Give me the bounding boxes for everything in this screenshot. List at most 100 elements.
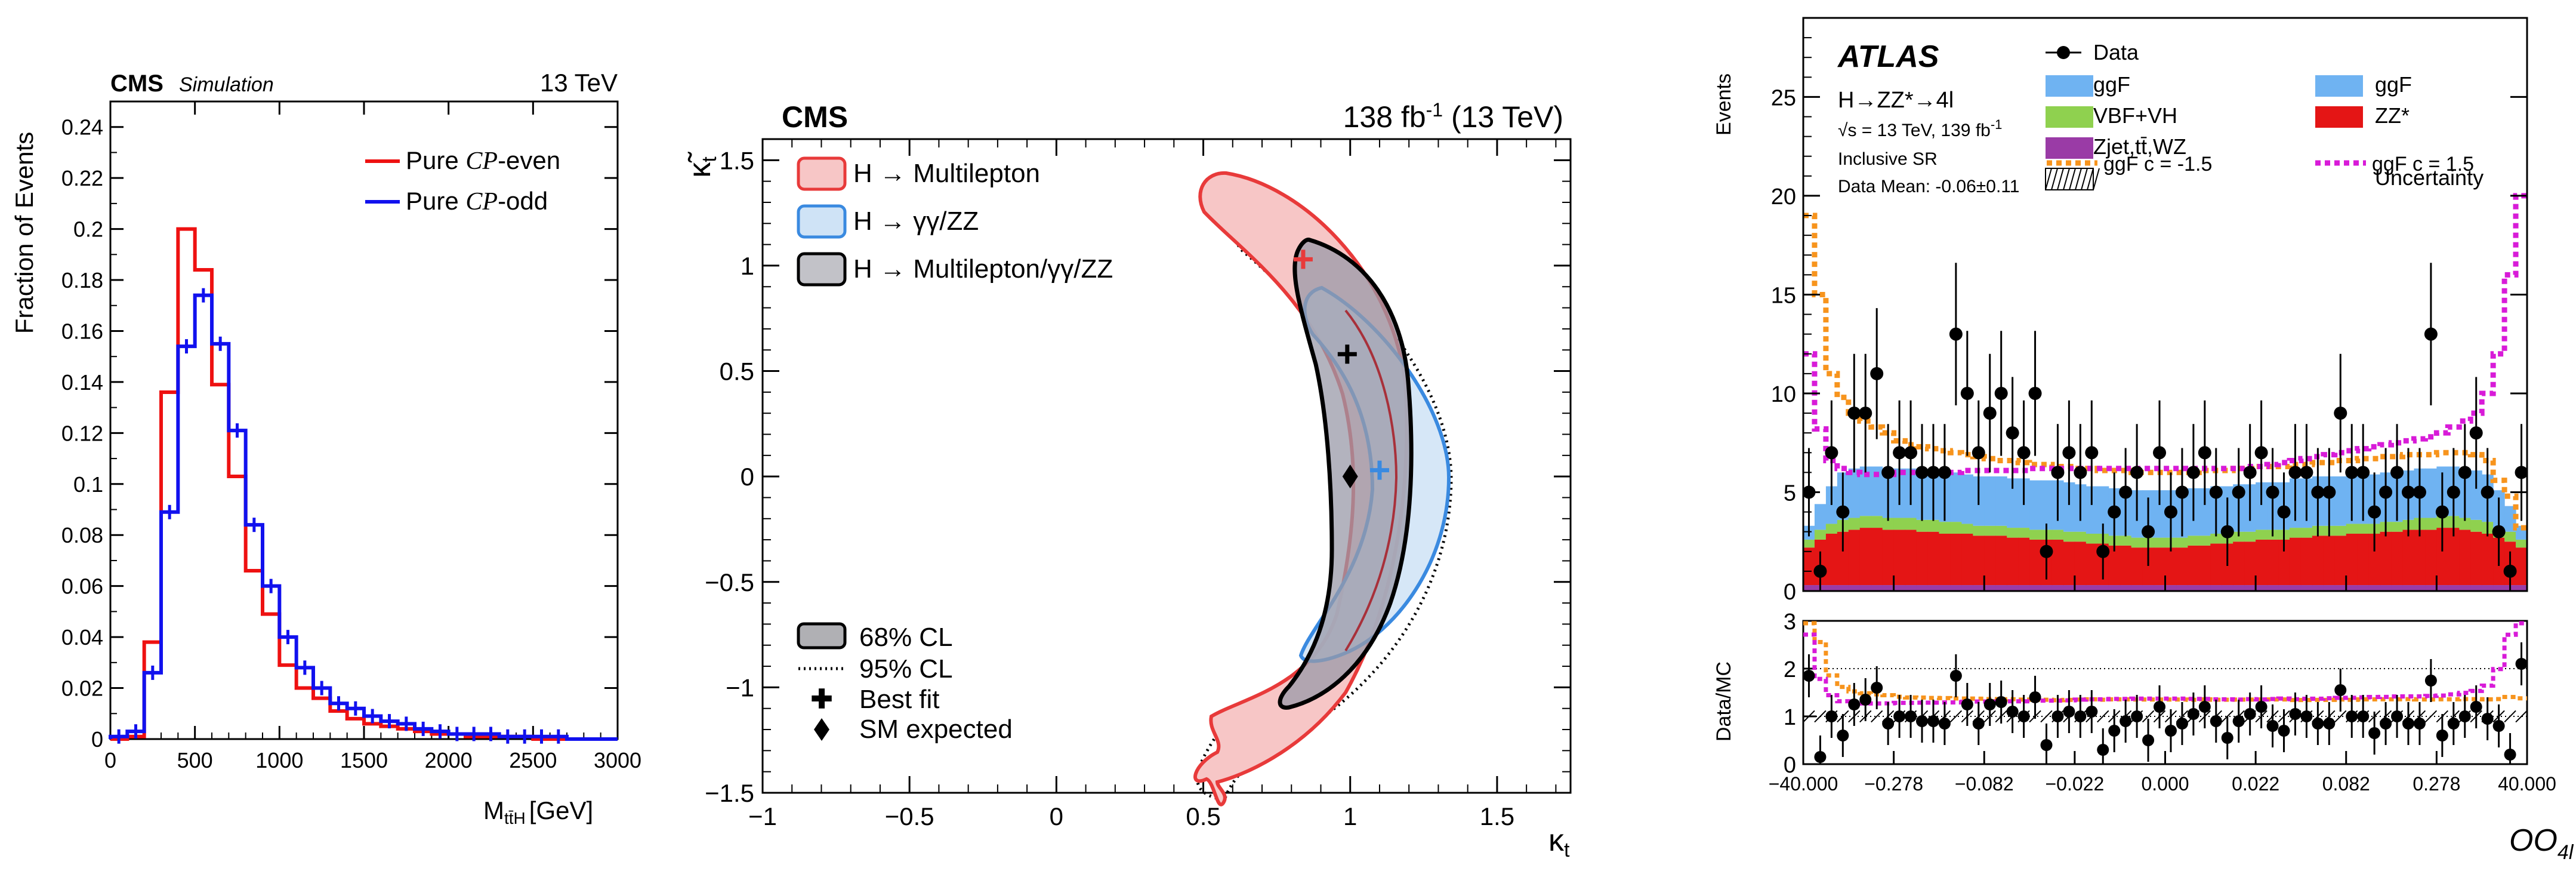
mass-distribution-chart: 0 500 1000 1500 2000 2500 3000 0 0.02 0.04 0.06 0.0…: [10, 69, 641, 827]
stack-bar-zz: [2357, 534, 2370, 586]
p3-ratio-y-tick-label: 2: [1784, 657, 1796, 682]
stack-bar-ggF: [1961, 474, 1973, 524]
stack-bar-zz: [2108, 545, 2121, 586]
data-point: [2028, 386, 2042, 400]
p1-y-tick-label: 0.02: [61, 676, 103, 701]
stack-bar-zjet: [2142, 585, 2155, 591]
ratio-point: [1949, 670, 1962, 682]
p2-x-tick-label: 1: [1343, 802, 1357, 830]
ratio-point: [2266, 720, 2279, 732]
legend-uncertainty-label: Uncertainty: [2375, 165, 2484, 190]
stack-bar-zjet: [2380, 585, 2392, 591]
legend-label-95cl: 95% CL: [859, 654, 953, 684]
data-point: [2515, 466, 2528, 479]
stack-bar-zz: [2267, 539, 2279, 586]
data-point: [2368, 505, 2381, 519]
stack-bar-vbf: [2120, 535, 2132, 546]
stack-bar-vbf: [2459, 518, 2471, 530]
p3-y-tick-label: 20: [1771, 184, 1796, 210]
stack-bar-vbf: [2256, 530, 2268, 540]
stack-bar-vbf: [2300, 528, 2313, 538]
p2-x-tick-label: 0: [1050, 802, 1063, 830]
ratio-point: [1859, 694, 1872, 706]
data-point: [2085, 446, 2099, 460]
p1-x-tick-label: 1000: [255, 748, 303, 772]
ratio-point: [2447, 718, 2460, 730]
stack-bar-zjet: [2097, 585, 2109, 591]
stack-bar-zjet: [1825, 585, 1838, 591]
stack-bar-zz: [1961, 534, 1973, 586]
data-point: [2300, 466, 2313, 479]
stack-bar-zz: [2300, 537, 2313, 586]
ratio-uncertainty-hatch: [2334, 710, 2347, 723]
stack-bar-vbf: [2188, 535, 2199, 546]
ratio-point: [2481, 713, 2494, 725]
p3-y-tick-label: 15: [1771, 283, 1796, 308]
p3-ratio-y-tick-label: 0: [1784, 753, 1796, 778]
stack-bar-ggF: [1984, 476, 1996, 526]
data-point: [2379, 485, 2393, 499]
ratio-uncertainty-hatch: [2097, 710, 2109, 723]
ratio-point: [2424, 675, 2437, 687]
p3-y-axis-title: Events: [1713, 73, 1735, 136]
ratio-point: [2244, 708, 2256, 720]
ratio-uncertainty-hatch: [1814, 710, 1827, 723]
p3-x-tick-label: 0.022: [2232, 773, 2279, 795]
data-point: [1915, 466, 1929, 479]
legend-marker-best-fit: ✚: [811, 685, 833, 714]
ratio-point: [2278, 725, 2290, 737]
stack-bar-zz: [2018, 537, 2030, 586]
stack-bar-ggF: [1859, 466, 1872, 516]
stack-bar-ggF: [2063, 482, 2075, 532]
data-point: [1813, 564, 1827, 578]
stack-bar-vbf: [1927, 519, 1940, 532]
p2-y-tick-label: 0.5: [720, 358, 754, 386]
stack-bar-zz: [1973, 535, 1985, 586]
stack-bar-vbf: [2470, 519, 2482, 532]
p3-x-axis-title: OO4l: [2509, 823, 2574, 864]
p3-x-tick-label: −40.000: [1769, 773, 1838, 795]
ratio-point: [1871, 682, 1883, 694]
ratio-point: [1882, 718, 1895, 730]
stack-bar-vbf: [2289, 528, 2302, 538]
stack-bar-ggF: [1995, 476, 2007, 526]
stack-bar-zjet: [2267, 585, 2279, 591]
stack-bar-vbf: [2018, 528, 2030, 538]
data-point: [2481, 485, 2494, 499]
ratio-point: [2029, 691, 2041, 703]
stack-bar-zz: [2199, 545, 2211, 586]
ratio-point: [2380, 718, 2392, 730]
svg-text:κ̃t: κ̃t: [683, 152, 721, 178]
stack-bar-zjet: [2448, 585, 2460, 591]
stack-bar-ggF: [2097, 486, 2109, 534]
data-point: [1870, 367, 1884, 380]
p1-x-axis-title-sub: tt̄H: [504, 809, 526, 827]
process-label: H→ZZ*→4l: [1838, 88, 1954, 113]
stack-bar-zjet: [2391, 585, 2404, 591]
ratio-point: [2504, 749, 2516, 761]
uncertainty-hatch-line: [2045, 168, 2052, 190]
data-point: [1893, 446, 1906, 460]
stack-bar-zjet: [1950, 585, 1962, 591]
stack-bar-zz: [1837, 531, 1849, 586]
ratio-uncertainty-hatch: [2504, 710, 2516, 723]
stack-bar-zjet: [2459, 585, 2471, 591]
data-point: [2096, 544, 2110, 558]
data-point: [2356, 466, 2370, 479]
p1-y-tick-label: 0.2: [73, 217, 103, 242]
data-point: [2469, 426, 2483, 440]
p3-axes: 0 5 10 15 20 25: [1771, 17, 2528, 605]
stack-bar-zz: [2278, 539, 2290, 586]
p1-y-tick-label: 0.22: [61, 166, 103, 190]
stack-bar-zjet: [2074, 585, 2087, 591]
stack-bar-zjet: [1973, 585, 1985, 591]
ratio-uncertainty-hatch: [2515, 710, 2528, 723]
stack-bar-vbf: [1814, 530, 1827, 540]
p3-x-tick-label: −0.082: [1955, 773, 2014, 795]
stack-bar-vbf: [2176, 537, 2189, 548]
ratio-point: [2142, 734, 2155, 746]
p3-x-tick-label: 0.278: [2413, 773, 2460, 795]
ratio-point: [2470, 701, 2482, 713]
p3-y-tick-label: 10: [1771, 382, 1796, 407]
